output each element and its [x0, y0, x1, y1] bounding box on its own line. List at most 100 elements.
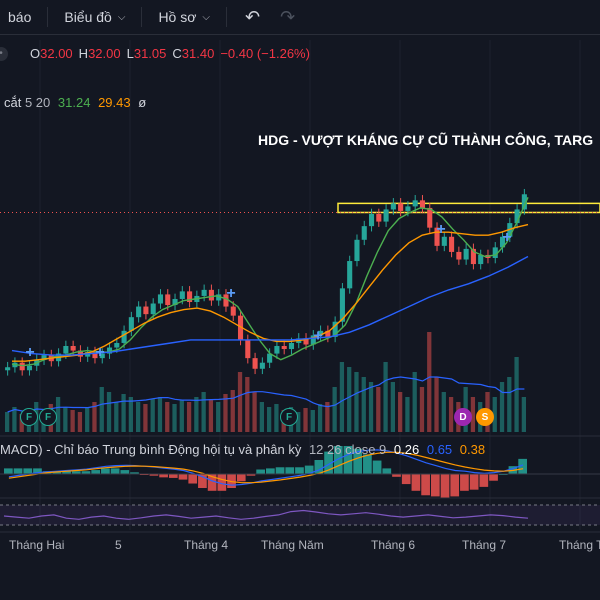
volume-bar — [92, 402, 97, 432]
candle-body — [179, 291, 185, 299]
open-label: O — [30, 46, 41, 61]
candle-body — [106, 347, 113, 354]
volume-bar — [245, 377, 250, 432]
event-badge-f[interactable]: F — [39, 408, 57, 426]
toolbar-divider — [47, 7, 49, 27]
macd-histogram-bar — [314, 460, 324, 474]
volume-bar — [361, 377, 366, 432]
candle-body — [114, 342, 120, 348]
candle-body — [77, 350, 83, 357]
alerts-button[interactable]: báo — [0, 0, 39, 34]
macd-histogram-bar — [489, 474, 498, 481]
volume-bar — [303, 408, 308, 432]
volume-bar — [390, 382, 395, 432]
candle-body — [245, 339, 251, 359]
candle-body — [390, 203, 396, 210]
chevron-down-icon: ⌵ — [117, 11, 126, 23]
top-toolbar: báo Biểu đồ ⌵ Hồ sơ ⌵ ↶ ↷ — [0, 0, 600, 35]
macd-legend[interactable]: MACD) - Chỉ báo Trung bình Động hội tụ v… — [0, 442, 485, 457]
volume-bar — [383, 362, 388, 432]
ohlc-legend: • O32.00 H32.00 L31.05 C31.40 −0.40 (−1.… — [0, 46, 310, 61]
volume-bar — [507, 377, 512, 432]
candle-body — [354, 239, 360, 262]
more-dots-icon[interactable]: • — [0, 46, 8, 61]
x-tick-label: Tháng T — [559, 538, 600, 552]
chart-menu-label: Biểu đồ — [64, 9, 112, 25]
macd-histogram-bar — [343, 446, 353, 474]
volume-bar — [85, 408, 90, 432]
macd-histogram-bar — [266, 468, 275, 474]
volume-bar — [172, 404, 177, 432]
volume-bar — [150, 399, 155, 432]
ma-params: 5 20 — [24, 95, 51, 110]
candle-body — [121, 330, 127, 343]
volume-bar — [347, 367, 352, 432]
x-tick-label: Tháng 4 — [184, 538, 229, 552]
macd-histogram-bar — [101, 468, 110, 474]
chart-menu-button[interactable]: Biểu đồ ⌵ — [56, 0, 133, 34]
candle-body — [288, 342, 295, 350]
event-badge-s[interactable]: S — [476, 408, 494, 426]
chart-title: HDG - VƯỢT KHÁNG CỰ CŨ THÀNH CÔNG, TARG — [258, 132, 594, 148]
volume-ma-line — [7, 376, 525, 413]
candle-body — [339, 288, 345, 322]
macd-histogram-bar — [188, 474, 198, 484]
high-value: 32.00 — [88, 46, 121, 61]
profile-menu-button[interactable]: Hồ sơ ⌵ — [150, 0, 218, 34]
candle-body — [143, 306, 149, 315]
volume-bar — [179, 400, 184, 432]
candle-body — [499, 236, 506, 248]
volume-bar — [165, 402, 170, 432]
macd-histogram-bar — [120, 470, 130, 474]
redo-icon[interactable]: ↷ — [280, 6, 296, 27]
candle-body — [165, 294, 171, 306]
candle-body — [478, 254, 484, 265]
candle-body — [419, 200, 426, 208]
macd-histogram-bar — [130, 472, 139, 474]
candle-body — [259, 362, 265, 369]
ma-legend[interactable]: cắt 5 20 31.24 29.43 ø — [4, 95, 146, 110]
volume-bar — [398, 392, 403, 432]
macd-histogram-bar — [285, 467, 295, 474]
volume-bar — [325, 402, 330, 432]
undo-icon[interactable]: ↶ — [245, 6, 261, 27]
event-badge-f[interactable]: F — [280, 408, 298, 426]
candle-body — [99, 353, 105, 359]
ma-fast-line — [11, 197, 529, 367]
volume-bar — [441, 392, 446, 432]
event-badge-d[interactable]: D — [454, 408, 472, 426]
x-tick-label: Tháng Hai — [9, 538, 65, 552]
volume-bar — [310, 410, 315, 432]
macd-histogram-bar — [110, 468, 120, 474]
candle-body — [434, 227, 440, 246]
macd-histogram-bar — [168, 474, 178, 478]
candle-body — [41, 355, 47, 360]
macd-params: 12 26 close 9 — [308, 442, 387, 457]
volume-bar — [252, 392, 257, 432]
volume-bar — [208, 399, 214, 432]
volume-bar — [216, 402, 221, 432]
macd-histogram-bar — [421, 474, 430, 496]
volume-bar — [427, 332, 432, 432]
volume-bar — [492, 397, 497, 432]
volume-bar — [5, 412, 10, 432]
macd-histogram-bar — [392, 474, 401, 477]
candle-body — [19, 362, 25, 371]
candle-body — [368, 214, 375, 227]
oscillator-band — [0, 505, 600, 525]
macd-histogram-bar — [256, 469, 265, 474]
cross-marker-icon: + — [226, 285, 235, 302]
volume-bar — [55, 397, 61, 432]
macd-histogram-bar — [479, 474, 489, 487]
macd-histogram-bar — [33, 468, 42, 474]
candle-body — [172, 298, 178, 306]
ma-extra: ø — [138, 95, 147, 110]
macd-histogram-bar — [246, 474, 256, 476]
volume-bar — [368, 382, 374, 432]
cross-marker-icon: + — [436, 221, 445, 238]
event-badge-f[interactable]: F — [20, 408, 38, 426]
candle-body — [201, 289, 207, 296]
volume-bar — [157, 397, 163, 432]
macd-histogram-bar — [81, 471, 91, 474]
